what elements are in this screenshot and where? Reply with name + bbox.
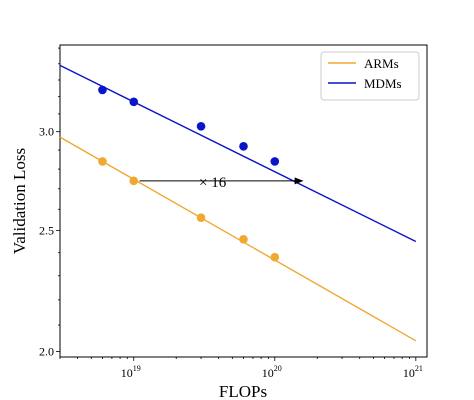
y-axis-label: Validation Loss [10,148,29,254]
annotation-label: × 16 [199,175,227,191]
data-point-arms-4 [270,252,280,262]
data-point-arms-3 [239,234,248,244]
annotation-arrow-head [294,177,304,185]
series-line-mdms [59,64,417,243]
data-point-mdms-3 [239,142,248,151]
y-tick-label: 2.5 [39,224,54,238]
x-axis-label: FLOPs [219,382,267,400]
x-axis: 1019 1020 1021 [59,357,423,380]
legend: ARMs MDMs [320,51,420,101]
data-point-mdms-1 [129,97,139,107]
x-tick-label: 1020 [262,364,282,380]
data-point-mdms-2 [196,121,206,131]
legend-label-mdms: MDMs [364,76,402,91]
data-point-arms-0 [98,157,107,166]
legend-box [320,51,420,101]
x-tick-label: 1021 [403,364,423,380]
series-line-arms [59,136,417,342]
y-tick-label: 2.0 [39,345,54,359]
annotation: × 16 [139,175,304,191]
data-point-mdms-4 [270,157,280,166]
data-point-mdms-0 [98,85,107,95]
fit-lines [59,64,417,342]
data-points [98,85,280,262]
data-point-arms-2 [196,213,206,222]
x-tick-label: 1019 [121,364,141,380]
y-tick-label: 3.0 [39,125,54,139]
data-point-arms-1 [129,176,139,186]
y-axis: 2.0 2.5 3.0 [39,47,60,359]
legend-label-arms: ARMs [364,56,399,71]
